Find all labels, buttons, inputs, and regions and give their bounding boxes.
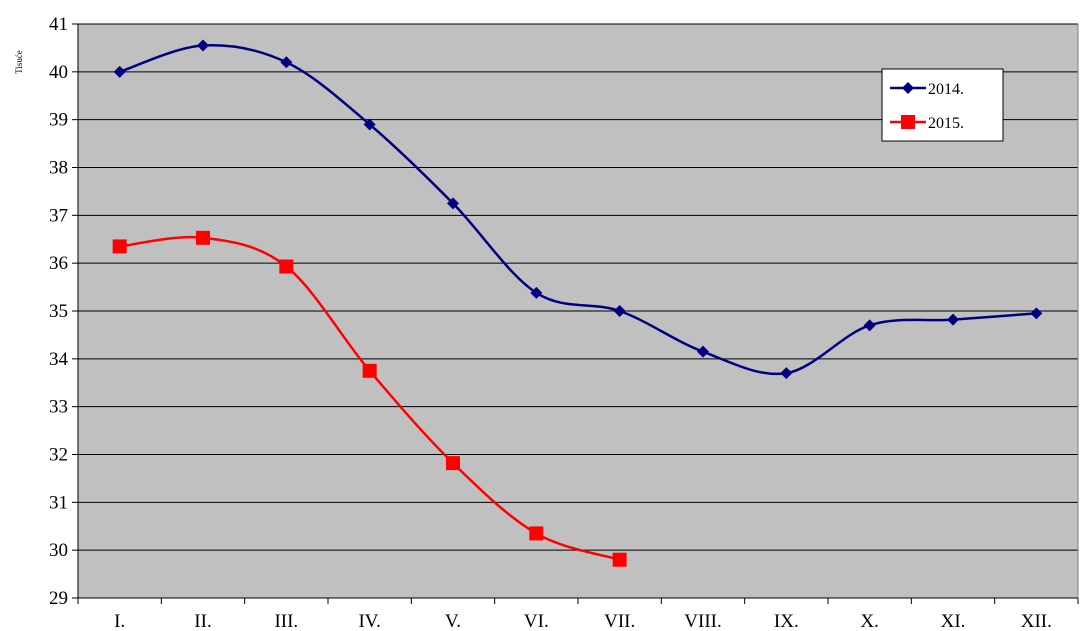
y-tick-label: 39 (49, 110, 68, 131)
series-2 (112, 230, 627, 567)
y-tick-label: 37 (49, 205, 68, 226)
legend-marker (901, 115, 915, 129)
legend-label: 2015. (928, 115, 964, 132)
x-tick-label: X. (860, 611, 878, 631)
data-point (612, 552, 627, 567)
y-tick-label: 38 (49, 158, 68, 179)
data-point (196, 230, 210, 245)
data-point (697, 345, 709, 358)
data-point (112, 239, 127, 254)
data-point (446, 456, 460, 471)
data-point (1030, 307, 1043, 320)
x-tick-label: V. (445, 611, 461, 631)
data-point (363, 118, 376, 131)
y-tick-label: 34 (49, 349, 69, 370)
x-tick-label: III. (274, 611, 298, 631)
y-tick-label: 31 (49, 492, 68, 513)
legend-item: 2014. (890, 81, 964, 98)
data-point (362, 363, 377, 378)
data-point (613, 305, 626, 317)
x-tick-label: IX. (774, 611, 799, 631)
x-tick-labels: I. II. III. IV. V. VI. VII. VIII. IX. X. XI. XII. (114, 611, 1052, 631)
data-point (947, 313, 959, 326)
x-tick-label: VIII. (684, 611, 721, 631)
data-point (279, 259, 294, 274)
data-point (197, 39, 209, 52)
x-tick-label: VI. (524, 611, 549, 631)
x-tick-label: XII. (1021, 611, 1052, 631)
legend-item: 2015. (890, 115, 964, 132)
y-tick-labels: 29 30 31 32 33 34 35 36 37 38 39 40 41 (49, 14, 69, 609)
series-1 (113, 39, 1043, 380)
axes (72, 23, 1079, 604)
y-tick-label: 30 (49, 540, 68, 561)
x-tick-label: I. (114, 611, 125, 631)
x-tick-label: XI. (941, 611, 966, 631)
data-point (529, 526, 544, 541)
y-tick-label: 41 (49, 14, 68, 35)
y-tick-label: 33 (49, 397, 68, 418)
data-point (280, 56, 293, 69)
y-tick-label: 32 (49, 445, 68, 466)
y-tick-label: 36 (49, 253, 68, 274)
y-tick-label: 35 (49, 301, 68, 322)
series-layer (112, 39, 1043, 567)
data-point (113, 65, 126, 78)
legend-marker (902, 82, 914, 94)
data-point (530, 286, 543, 299)
data-point (863, 319, 876, 332)
x-tick-label: VII. (604, 611, 635, 631)
x-tick-label: IV. (358, 611, 380, 631)
data-point (447, 197, 459, 210)
data-point (780, 367, 793, 380)
x-tick-label: II. (194, 611, 211, 631)
y-tick-label: 29 (49, 588, 68, 609)
y-axis-label: Tisuće (14, 50, 24, 74)
legend-label: 2014. (928, 81, 964, 98)
y-tick-label: 40 (49, 62, 68, 83)
legend: 2014. 2015. (881, 68, 1004, 142)
